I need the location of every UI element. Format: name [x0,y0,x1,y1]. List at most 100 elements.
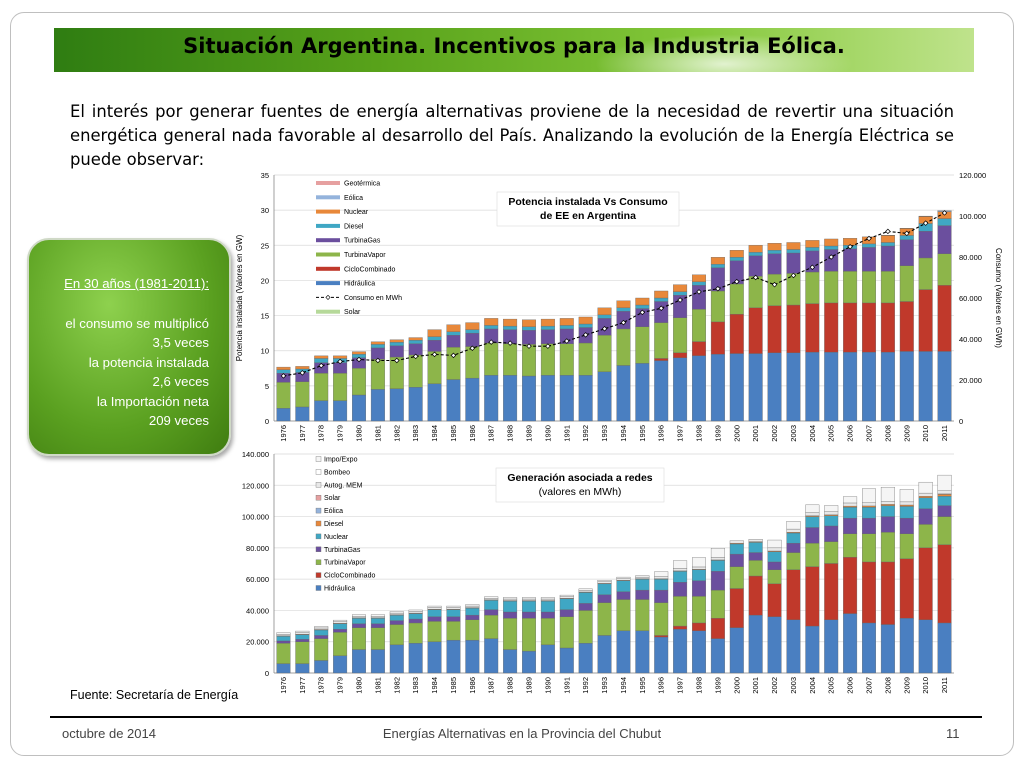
bar-segment [352,627,366,650]
bar-segment [824,302,839,353]
bar-segment [522,319,536,327]
bar-segment [767,551,782,563]
consumo-point [922,220,929,226]
bar-segment [446,347,461,380]
bar-segment [880,351,895,422]
legend-swatch [316,266,340,271]
bar-segment [824,351,839,422]
x-tick-label: 1982 [392,677,401,694]
chart-title: Generación asociada a redes [507,472,652,484]
consumo-point [375,357,381,364]
bar-segment [786,542,801,553]
x-tick-label: 1979 [336,677,345,694]
consumo-point [488,339,494,345]
x-tick-label: 1989 [525,425,534,442]
bar-segment [503,318,518,327]
consumo-point [412,353,419,360]
bar-segment [370,358,385,390]
bar-segment [748,614,763,674]
bar-segment [408,387,423,422]
legend-swatch [316,281,340,286]
x-tick-label: 2009 [902,425,911,442]
consumo-point [752,274,759,281]
x-tick-label: 2010 [921,425,930,442]
bar-segment [635,304,650,309]
bar-segment [389,611,404,614]
bar-segment [786,304,801,353]
bar-segment [522,326,536,331]
bar-segment [503,618,518,650]
bar-segment [824,515,839,527]
bar-segment [446,621,461,641]
bar-segment [880,245,895,272]
x-tick-label: 1999 [713,425,722,442]
bar-segment [597,583,612,595]
bar-segment [654,297,669,302]
consumo-point [469,345,476,351]
bar-segment [767,352,782,422]
bar-segment [710,560,725,572]
bar-segment [446,379,461,422]
bar-segment [465,322,480,330]
bar-segment [824,511,839,516]
bar-segment [446,616,461,622]
bar-segment [673,629,688,674]
bar-segment [522,618,536,652]
bar-segment [805,351,820,422]
y2-tick-label: 100.000 [959,212,986,221]
bar-segment [333,619,348,622]
bar-segment [767,250,782,254]
bar-segment [465,619,480,641]
bar-segment [314,638,329,661]
legend-label: TurbinaVapor [344,252,386,259]
bar-segment [880,624,895,674]
legend-swatch [316,195,340,200]
bar-segment [540,598,555,601]
x-tick-label: 1990 [543,425,552,442]
bar-segment [578,342,593,376]
y-axis-label: Potencia instalada (Valores en GW) [235,234,244,361]
bar-segment [843,613,858,674]
bar-segment [503,375,518,422]
bar-segment [692,355,706,422]
bar-segment [937,494,952,497]
bar-segment [408,343,423,356]
bar-segment [408,609,423,612]
x-tick-label: 1977 [298,677,307,694]
consumo-point [280,373,287,379]
bar-segment [578,316,593,325]
banner-glow [594,34,854,94]
bar-segment [484,325,499,330]
callout-line: 2,6 veces [152,374,209,389]
x-tick-label: 1984 [430,425,439,442]
bar-segment [314,400,329,422]
consumo-point [866,235,872,242]
legend-swatch [315,507,322,514]
bar-segment [767,583,782,617]
chart-title-box [495,467,665,503]
bar-segment [654,578,669,591]
x-tick-label: 2011 [940,677,949,693]
x-tick-label: 1995 [638,677,647,694]
bar-segment [673,582,688,597]
bar-segment [597,314,612,319]
y2-tick-label: 120.000 [959,171,986,180]
bar-segment [710,354,725,422]
bar-segment [333,629,348,633]
bar-segment [729,566,744,589]
bar-segment [748,255,763,277]
bar-segment [370,341,385,345]
bar-segment [937,225,952,254]
bar-segment [314,355,329,359]
bar-segment [729,543,744,555]
bar-segment [862,505,876,508]
bar-segment [370,614,385,617]
bar-segment [427,383,442,422]
bar-segment [295,641,310,664]
bar-segment [503,597,518,600]
bar-segment [333,655,348,674]
bar-segment [408,611,423,614]
bar-segment [805,542,820,567]
y-tick-label: 100.000 [242,513,269,522]
bar-segment [654,358,669,361]
